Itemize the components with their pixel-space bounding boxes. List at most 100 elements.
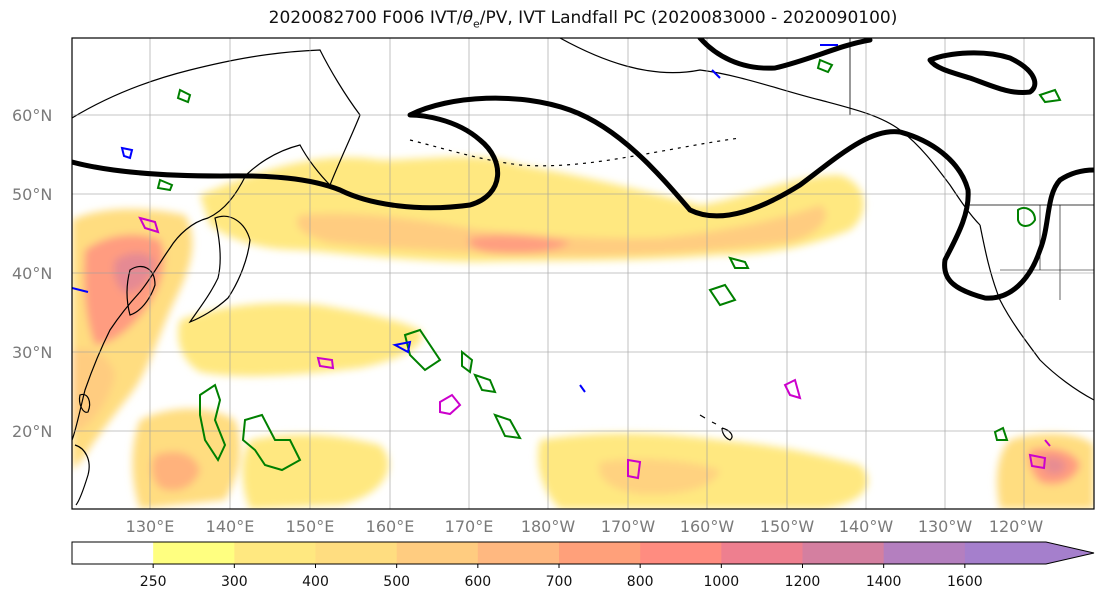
colorbar-bin (72, 542, 154, 564)
border-canada-us (849, 38, 1094, 206)
colorbar-label: 1600 (947, 574, 983, 590)
colorbar-ticks (152, 564, 966, 568)
lat-label: 60°N (12, 106, 53, 125)
colorbar-bin (153, 542, 235, 564)
colorbar-label: 1000 (703, 574, 740, 590)
magenta-contour (316, 356, 335, 370)
pv-contour (199, 383, 227, 463)
pv-contour (728, 256, 750, 269)
coast-philippines (74, 444, 90, 506)
magenta-contour (783, 378, 802, 400)
lon-label: 130°E (125, 517, 175, 536)
colorbar-label: 400 (302, 574, 329, 590)
colorbar-label: 700 (545, 574, 573, 590)
pv-contour (176, 88, 192, 104)
coast-north-america (979, 224, 1094, 401)
theta-contour (392, 340, 412, 354)
pv-contour (993, 426, 1009, 441)
coast-japan (188, 215, 251, 324)
colorbar-label: 1200 (784, 574, 821, 590)
landfall-contours (72, 38, 1094, 301)
magenta-contour (138, 216, 160, 234)
pv-contour (493, 413, 522, 440)
map-content (72, 38, 1094, 509)
colorbar-label: 250 (139, 574, 167, 590)
lon-label: 120°W (988, 517, 1044, 536)
colorbar-bin (964, 542, 1047, 564)
lon-label: 130°W (917, 517, 973, 536)
colorbar-bin (883, 542, 966, 564)
theta-contour (579, 384, 586, 393)
ivt-region-mexico-storm-peak (1043, 457, 1066, 475)
coast-taiwan (78, 393, 91, 413)
magenta-contours (138, 216, 1051, 480)
figure-title: 2020082700 F006 IVT/θe/PV, IVT Landfall … (268, 8, 898, 31)
colorbar (71, 541, 1095, 568)
lat-label: 50°N (12, 185, 53, 204)
coast-asia (72, 49, 361, 441)
magenta-contour (1028, 453, 1047, 470)
pv-contour (241, 413, 302, 472)
colorbar-bin (721, 542, 803, 564)
pv-contour (1017, 207, 1037, 227)
lon-label: 150°E (285, 517, 335, 536)
colorbar-outline (71, 541, 1095, 565)
coast-aleutians (409, 137, 741, 167)
colorbar-label: 500 (383, 574, 411, 590)
landfall-contour-ne (927, 50, 1038, 96)
colorbar-extend-arrow (1046, 542, 1094, 564)
colorbar-bin (559, 542, 641, 564)
landfall-contour-north (697, 38, 873, 71)
lon-label: 160°E (365, 517, 415, 536)
colorbar-label: 300 (220, 574, 248, 590)
coast-korea (126, 265, 156, 316)
colorbar-bin (802, 542, 885, 564)
colorbar-label: 800 (626, 574, 654, 590)
ivt-region-subtropical (178, 303, 422, 377)
pv-contour (816, 58, 834, 74)
border-states (1000, 205, 1094, 300)
coast-alaska (559, 38, 981, 226)
lon-label: 180°W (520, 517, 576, 536)
colorbar-bin (477, 542, 560, 564)
colorbar-bin (234, 542, 316, 564)
ivt-region-belt-high (468, 235, 570, 254)
ivt-region-tropics-west-high (151, 451, 200, 491)
pv-contour (708, 283, 737, 307)
magenta-contour (1044, 439, 1051, 447)
pv-contour (156, 178, 174, 192)
pv-contour (461, 349, 474, 374)
lon-label: 140°W (838, 517, 894, 536)
magenta-contour (439, 393, 462, 416)
ivt-region-tropics-east-mid (599, 459, 720, 495)
lon-label: 150°W (759, 517, 815, 536)
pv-contour (403, 328, 442, 372)
colorbar-bin (640, 542, 722, 564)
pv-contour (473, 373, 497, 394)
colorbar-label: 600 (464, 574, 492, 590)
landfall-contour-main (72, 95, 1094, 301)
lat-label: 30°N (12, 343, 53, 362)
pv-contour (1038, 88, 1062, 104)
lat-label: 40°N (12, 264, 53, 283)
theta-contour (72, 287, 89, 293)
lon-label: 140°E (205, 517, 255, 536)
theta-contour (120, 146, 134, 160)
colorbar-label: 1400 (865, 574, 902, 590)
magenta-contour (627, 458, 642, 480)
colorbar-segments (72, 542, 1047, 564)
pv-contours (156, 58, 1062, 472)
ivt-region-tropics-central (242, 434, 389, 509)
colorbar-bin (396, 542, 479, 564)
theta-contours (72, 44, 838, 393)
lat-label: 20°N (12, 422, 53, 441)
theta-contour (711, 69, 721, 79)
ivt-region-asia-south (72, 348, 115, 432)
lon-label: 160°W (679, 517, 735, 536)
map-border (71, 37, 1095, 510)
colorbar-bin (315, 542, 398, 564)
coastlines (72, 38, 1094, 506)
ivt-region-belt-mid (297, 205, 826, 256)
ivt-shading (72, 156, 1094, 509)
